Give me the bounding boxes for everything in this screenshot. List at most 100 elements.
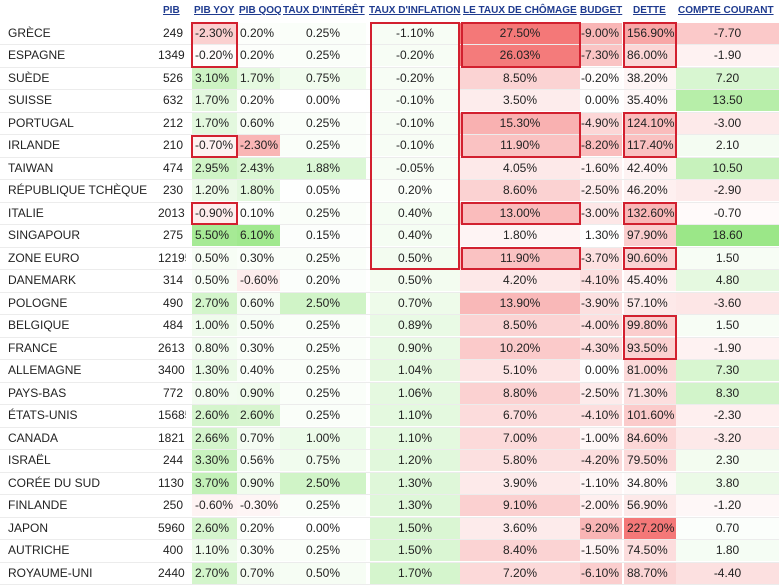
cell-pib-yoy[interactable]: 2.66% xyxy=(192,427,237,449)
cell-compte-courant[interactable]: -2.90 xyxy=(676,180,779,201)
cell-taux-interet[interactable]: 0.50% xyxy=(280,562,366,584)
cell-pib[interactable]: 2013 xyxy=(158,205,185,220)
cell-dette[interactable]: 88.70% xyxy=(624,562,676,584)
cell-pib-qoq[interactable]: -0.60% xyxy=(237,270,280,291)
cell-budget[interactable]: -9.20% xyxy=(580,517,622,539)
cell-pib-qoq[interactable]: 0.20% xyxy=(237,90,280,111)
cell-taux-inflation[interactable]: 1.50% xyxy=(370,517,460,539)
cell-taux-inflation[interactable]: 0.50% xyxy=(370,270,460,291)
cell-pib-qoq[interactable]: 1.70% xyxy=(237,67,280,89)
cell-dette[interactable]: 38.20% xyxy=(624,67,676,89)
cell-taux-interet[interactable]: 0.25% xyxy=(280,45,366,66)
cell-taux-inflation[interactable]: 0.89% xyxy=(370,315,460,336)
cell-chomage[interactable]: 8.50% xyxy=(460,315,580,336)
cell-taux-interet[interactable]: 0.25% xyxy=(280,22,366,44)
cell-dette[interactable]: 90.60% xyxy=(624,247,676,269)
cell-chomage[interactable]: 11.90% xyxy=(460,135,580,156)
header-compte-courant[interactable]: COMPTE COURANT xyxy=(678,5,774,16)
cell-pib[interactable]: 1349 xyxy=(158,48,185,62)
cell-budget[interactable]: 1.30% xyxy=(580,225,622,246)
cell-dette[interactable]: 56.90% xyxy=(624,495,676,516)
cell-chomage[interactable]: 4.05% xyxy=(460,157,580,179)
cell-pib-qoq[interactable]: 1.80% xyxy=(237,180,280,201)
cell-pib[interactable]: 212 xyxy=(162,115,183,130)
cell-pib-qoq[interactable]: 0.60% xyxy=(237,292,280,314)
cell-taux-inflation[interactable]: 0.20% xyxy=(370,180,460,201)
cell-dette[interactable]: 34.80% xyxy=(624,472,676,494)
cell-taux-inflation[interactable]: 1.10% xyxy=(370,427,460,449)
cell-pib-qoq[interactable]: 0.20% xyxy=(237,45,280,66)
cell-chomage[interactable]: 13.00% xyxy=(460,202,580,224)
cell-compte-courant[interactable]: -4.40 xyxy=(676,562,779,584)
cell-taux-inflation[interactable]: 1.70% xyxy=(370,562,460,584)
country-name[interactable]: CORÉE DU SUD xyxy=(8,475,101,490)
cell-chomage[interactable]: 8.80% xyxy=(460,382,580,404)
cell-pib-qoq[interactable]: 0.20% xyxy=(237,22,280,44)
cell-compte-courant[interactable]: 13.50 xyxy=(676,90,779,111)
cell-pib-yoy[interactable]: 1.00% xyxy=(192,315,237,336)
cell-taux-interet[interactable]: 2.50% xyxy=(280,472,366,494)
cell-compte-courant[interactable]: 1.50 xyxy=(676,315,779,336)
cell-chomage[interactable]: 7.20% xyxy=(460,562,580,584)
cell-pib-yoy[interactable]: -0.70% xyxy=(192,135,237,156)
cell-chomage[interactable]: 3.50% xyxy=(460,90,580,111)
cell-chomage[interactable]: 10.20% xyxy=(460,337,580,359)
cell-pib[interactable]: 474 xyxy=(162,160,183,175)
cell-pib[interactable]: 12195 xyxy=(158,250,186,265)
cell-pib-yoy[interactable]: 3.70% xyxy=(192,472,237,494)
cell-taux-inflation[interactable]: -1.10% xyxy=(370,22,460,44)
cell-pib-yoy[interactable]: 5.50% xyxy=(192,225,237,246)
cell-pib-yoy[interactable]: 1.70% xyxy=(192,90,237,111)
cell-pib-yoy[interactable]: 2.70% xyxy=(192,562,237,584)
country-name[interactable]: RÉPUBLIQUE TCHÈQUE xyxy=(8,183,148,197)
cell-taux-interet[interactable]: 0.25% xyxy=(280,382,366,404)
cell-chomage[interactable]: 8.50% xyxy=(460,67,580,89)
cell-chomage[interactable]: 13.90% xyxy=(460,292,580,314)
country-name[interactable]: TAIWAN xyxy=(8,160,54,175)
cell-dette[interactable]: 35.40% xyxy=(624,90,676,111)
cell-dette[interactable]: 71.30% xyxy=(624,382,676,404)
cell-pib-yoy[interactable]: 1.70% xyxy=(192,112,237,134)
cell-pib-qoq[interactable]: 0.56% xyxy=(237,450,280,471)
cell-pib[interactable]: 3400 xyxy=(158,363,185,377)
cell-taux-inflation[interactable]: -0.20% xyxy=(370,45,460,66)
cell-budget[interactable]: -4.00% xyxy=(580,315,622,336)
cell-pib[interactable]: 490 xyxy=(162,295,183,310)
cell-dette[interactable]: 42.40% xyxy=(624,157,676,179)
cell-taux-interet[interactable]: 0.25% xyxy=(280,495,366,516)
cell-pib[interactable]: 2440 xyxy=(158,565,185,580)
header-taux-interet[interactable]: TAUX D'INTÉRÊT xyxy=(283,5,365,16)
cell-compte-courant[interactable]: 0.70 xyxy=(676,517,779,539)
cell-compte-courant[interactable]: -3.00 xyxy=(676,112,779,134)
cell-chomage[interactable]: 3.90% xyxy=(460,472,580,494)
cell-dette[interactable]: 74.50% xyxy=(624,540,676,561)
cell-pib-qoq[interactable]: 0.90% xyxy=(237,382,280,404)
cell-chomage[interactable]: 5.80% xyxy=(460,450,580,471)
cell-compte-courant[interactable]: 4.80 xyxy=(676,270,779,291)
cell-chomage[interactable]: 11.90% xyxy=(460,247,580,269)
header-pib-yoy[interactable]: PIB YOY xyxy=(194,5,235,16)
cell-pib-qoq[interactable]: 0.70% xyxy=(237,562,280,584)
cell-dette[interactable]: 156.90% xyxy=(624,22,676,44)
cell-compte-courant[interactable]: 18.60 xyxy=(676,225,779,246)
cell-compte-courant[interactable]: -0.70 xyxy=(676,202,779,224)
cell-taux-interet[interactable]: 0.25% xyxy=(280,405,366,426)
country-name[interactable]: SUÈDE xyxy=(8,70,50,85)
cell-budget[interactable]: -4.10% xyxy=(580,405,622,426)
cell-budget[interactable]: -2.50% xyxy=(580,382,622,404)
cell-taux-interet[interactable]: 0.75% xyxy=(280,450,366,471)
cell-budget[interactable]: -7.30% xyxy=(580,45,622,66)
cell-pib-qoq[interactable]: 0.60% xyxy=(237,112,280,134)
cell-compte-courant[interactable]: 3.80 xyxy=(676,472,779,494)
cell-chomage[interactable]: 8.40% xyxy=(460,540,580,561)
cell-pib[interactable]: 632 xyxy=(162,93,183,107)
cell-taux-inflation[interactable]: 0.90% xyxy=(370,337,460,359)
cell-pib-yoy[interactable]: 1.20% xyxy=(192,180,237,201)
cell-pib-qoq[interactable]: 0.20% xyxy=(237,517,280,539)
header-chomage[interactable]: LE TAUX DE CHÔMAGE xyxy=(463,5,577,16)
cell-budget[interactable]: -4.90% xyxy=(580,112,622,134)
cell-taux-inflation[interactable]: 1.10% xyxy=(370,405,460,426)
cell-compte-courant[interactable]: -1.90 xyxy=(676,337,779,359)
cell-taux-inflation[interactable]: -0.10% xyxy=(370,112,460,134)
cell-pib[interactable]: 314 xyxy=(162,273,183,287)
